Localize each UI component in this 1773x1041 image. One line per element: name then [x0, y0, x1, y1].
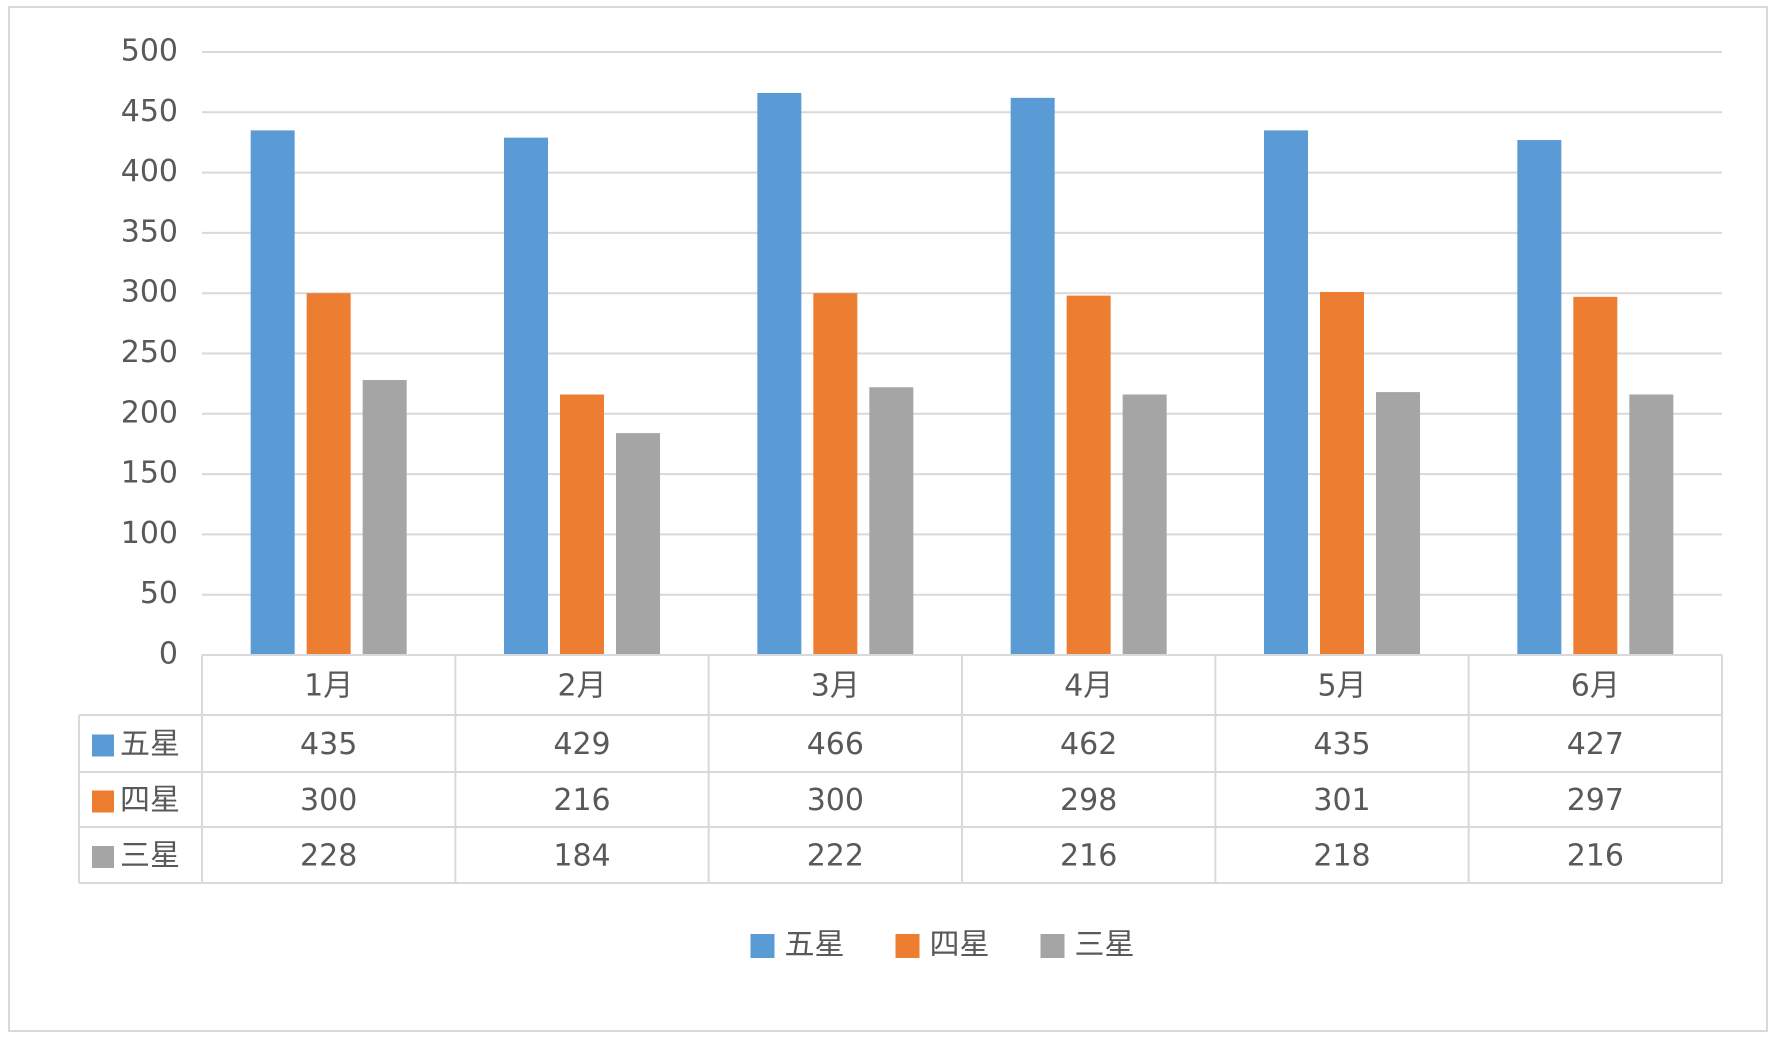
bar [1629, 394, 1674, 655]
x-tick-label: 3月 [811, 669, 860, 704]
table-cell: 298 [1060, 783, 1117, 818]
bar [250, 130, 295, 655]
legend-key [1040, 934, 1065, 958]
table-cell: 462 [1060, 727, 1117, 762]
bar [813, 293, 858, 655]
legend-key [92, 846, 114, 868]
y-tick-label: 150 [121, 456, 178, 491]
y-tick-label: 300 [121, 275, 178, 310]
legend-label: 三星 [1075, 928, 1135, 963]
bar [1122, 394, 1167, 655]
y-tick-label: 200 [121, 395, 178, 430]
bar [362, 380, 407, 655]
y-tick-label: 450 [121, 94, 178, 129]
table-row-label: 四星 [120, 783, 180, 818]
bar [869, 387, 914, 655]
y-tick-label: 400 [121, 154, 178, 189]
bar [616, 433, 660, 655]
bar [1517, 140, 1562, 656]
table-cell: 184 [553, 839, 610, 874]
table-cell: 429 [553, 727, 610, 762]
bar [1066, 295, 1111, 655]
bar [1573, 296, 1618, 655]
y-tick-label: 500 [121, 34, 178, 69]
legend-label: 五星 [785, 928, 845, 963]
legend-key [92, 790, 114, 813]
table-cell: 216 [553, 783, 610, 818]
bar [1010, 97, 1055, 655]
x-tick-label: 2月 [557, 669, 606, 704]
table-cell: 427 [1567, 727, 1624, 762]
bar [1376, 392, 1420, 655]
table-cell: 216 [1567, 839, 1624, 874]
table-cell: 435 [300, 727, 357, 762]
legend-key [895, 934, 920, 958]
y-tick-label: 50 [140, 576, 178, 611]
legend-label: 四星 [930, 928, 990, 963]
table-cell: 228 [300, 839, 357, 874]
y-tick-label: 250 [121, 335, 178, 370]
x-tick-label: 6月 [1571, 669, 1620, 704]
y-tick-label: 0 [159, 637, 178, 672]
table-cell: 297 [1567, 783, 1624, 818]
legend-key [92, 734, 114, 757]
legend-key [750, 934, 775, 958]
bar [757, 93, 802, 655]
table-cell: 466 [807, 727, 864, 762]
bar [1320, 291, 1364, 655]
bar [560, 394, 604, 655]
x-tick-label: 1月 [304, 669, 353, 704]
bar [306, 293, 351, 655]
table-cell: 300 [300, 783, 357, 818]
table-cell: 222 [807, 839, 864, 874]
table-row-label: 三星 [120, 839, 180, 874]
table-cell: 435 [1313, 727, 1370, 762]
bar [1264, 130, 1308, 655]
x-tick-label: 5月 [1317, 669, 1366, 704]
table-cell: 218 [1313, 839, 1370, 874]
x-tick-label: 4月 [1064, 669, 1113, 704]
bar [504, 137, 548, 656]
table-cell: 300 [807, 783, 864, 818]
table-row-label: 五星 [120, 727, 180, 762]
y-tick-label: 100 [121, 516, 178, 551]
y-tick-label: 350 [121, 214, 178, 249]
table-cell: 301 [1313, 783, 1370, 818]
table-cell: 216 [1060, 839, 1117, 874]
